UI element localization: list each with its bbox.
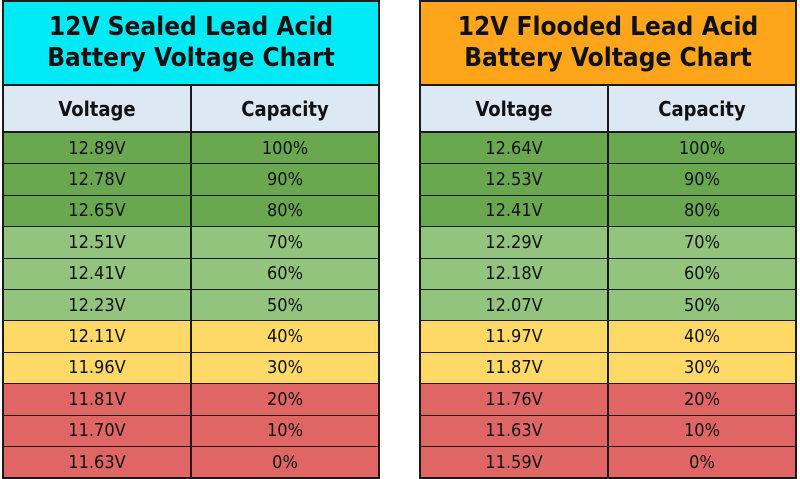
table-row: 12.41V 80% (421, 195, 795, 228)
chart-title-line1: 12V Flooded Lead Acid (457, 12, 759, 42)
capacity-cell: 0% (689, 452, 715, 474)
voltage-cell: 11.96V (4, 352, 192, 384)
capacity-cell: 0% (272, 452, 298, 474)
voltage-cell: 11.76V (421, 384, 609, 415)
voltage-column-header: Voltage (4, 86, 192, 131)
chart-title-line2: Battery Voltage Chart (464, 43, 752, 73)
table-row: 11.81V 20% (4, 384, 378, 416)
table-row: 12.64V 100% (421, 133, 795, 165)
voltage-cell: 12.29V (421, 227, 609, 258)
capacity-cell: 90% (684, 169, 720, 191)
capacity-cell: 80% (684, 200, 720, 222)
table-row: 12.78V 90% (4, 164, 378, 196)
chart-title-line2: Battery Voltage Chart (47, 43, 335, 73)
voltage-cell: 12.65V (4, 195, 192, 227)
chart-title: 12V Sealed Lead Acid Battery Voltage Cha… (4, 2, 378, 86)
table-row: 12.07V 50% (421, 289, 795, 322)
capacity-cell: 50% (267, 294, 303, 316)
table-header: Voltage Capacity (4, 86, 378, 133)
capacity-cell: 60% (684, 263, 720, 285)
capacity-cell: 80% (267, 200, 303, 222)
table-header: Voltage Capacity (421, 86, 795, 133)
voltage-column-header: Voltage (421, 86, 609, 131)
table-row: 12.41V 60% (4, 258, 378, 290)
table-row: 12.89V 100% (4, 133, 378, 165)
capacity-column-header: Capacity (658, 96, 746, 121)
table-row: 11.76V 20% (421, 384, 795, 416)
table-row: 12.53V 90% (421, 164, 795, 196)
table-row: 11.96V 30% (4, 352, 378, 385)
table-row: 11.59V 0% (421, 446, 795, 477)
table-body: 12.89V 100% 12.78V 90% 12.65V 80% 12.51V 70% 12.… (4, 133, 378, 477)
capacity-column-header: Capacity (241, 96, 329, 121)
chart-title: 12V Flooded Lead Acid Battery Voltage Ch… (421, 2, 795, 86)
capacity-cell: 60% (267, 263, 303, 285)
voltage-cell: 12.11V (4, 321, 192, 352)
voltage-cell: 12.64V (421, 133, 609, 164)
capacity-cell: 20% (267, 388, 303, 410)
table-row: 11.63V 0% (4, 446, 378, 477)
flooded-lead-acid-chart: 12V Flooded Lead Acid Battery Voltage Ch… (419, 0, 797, 479)
capacity-cell: 40% (267, 326, 303, 348)
voltage-cell: 12.07V (421, 289, 609, 321)
voltage-cell: 11.81V (4, 384, 192, 415)
table-row: 12.18V 60% (421, 258, 795, 290)
voltage-cell: 11.97V (421, 321, 609, 352)
voltage-cell: 12.51V (4, 227, 192, 258)
table-row: 12.23V 50% (4, 289, 378, 322)
capacity-cell: 70% (684, 231, 720, 253)
table-row: 11.70V 10% (4, 415, 378, 447)
table-row: 11.63V 10% (421, 415, 795, 447)
voltage-cell: 11.70V (4, 415, 192, 446)
sealed-lead-acid-chart: 12V Sealed Lead Acid Battery Voltage Cha… (2, 0, 380, 479)
voltage-cell: 12.89V (4, 133, 192, 164)
voltage-cell: 12.53V (421, 164, 609, 195)
capacity-cell: 10% (267, 420, 303, 442)
voltage-cell: 11.59V (421, 446, 609, 477)
table-row: 11.97V 40% (421, 321, 795, 353)
voltage-cell: 12.41V (421, 195, 609, 227)
capacity-cell: 30% (267, 357, 303, 379)
capacity-cell: 10% (684, 420, 720, 442)
voltage-cell: 11.63V (4, 446, 192, 477)
voltage-cell: 12.23V (4, 289, 192, 321)
capacity-cell: 90% (267, 169, 303, 191)
capacity-cell: 30% (684, 357, 720, 379)
capacity-cell: 100% (261, 137, 309, 159)
capacity-cell: 100% (678, 137, 726, 159)
capacity-cell: 70% (267, 231, 303, 253)
capacity-cell: 20% (684, 388, 720, 410)
voltage-cell: 11.63V (421, 415, 609, 446)
capacity-cell: 40% (684, 326, 720, 348)
chart-title-line1: 12V Sealed Lead Acid (48, 12, 334, 42)
table-row: 12.29V 70% (421, 227, 795, 259)
voltage-cell: 12.78V (4, 164, 192, 195)
voltage-cell: 11.87V (421, 352, 609, 384)
table-row: 12.65V 80% (4, 195, 378, 228)
table-row: 11.87V 30% (421, 352, 795, 385)
table-row: 12.51V 70% (4, 227, 378, 259)
voltage-cell: 12.41V (4, 258, 192, 289)
voltage-cell: 12.18V (421, 258, 609, 289)
table-body: 12.64V 100% 12.53V 90% 12.41V 80% 12.29V 70% 12.… (421, 133, 795, 477)
capacity-cell: 50% (684, 294, 720, 316)
table-row: 12.11V 40% (4, 321, 378, 353)
